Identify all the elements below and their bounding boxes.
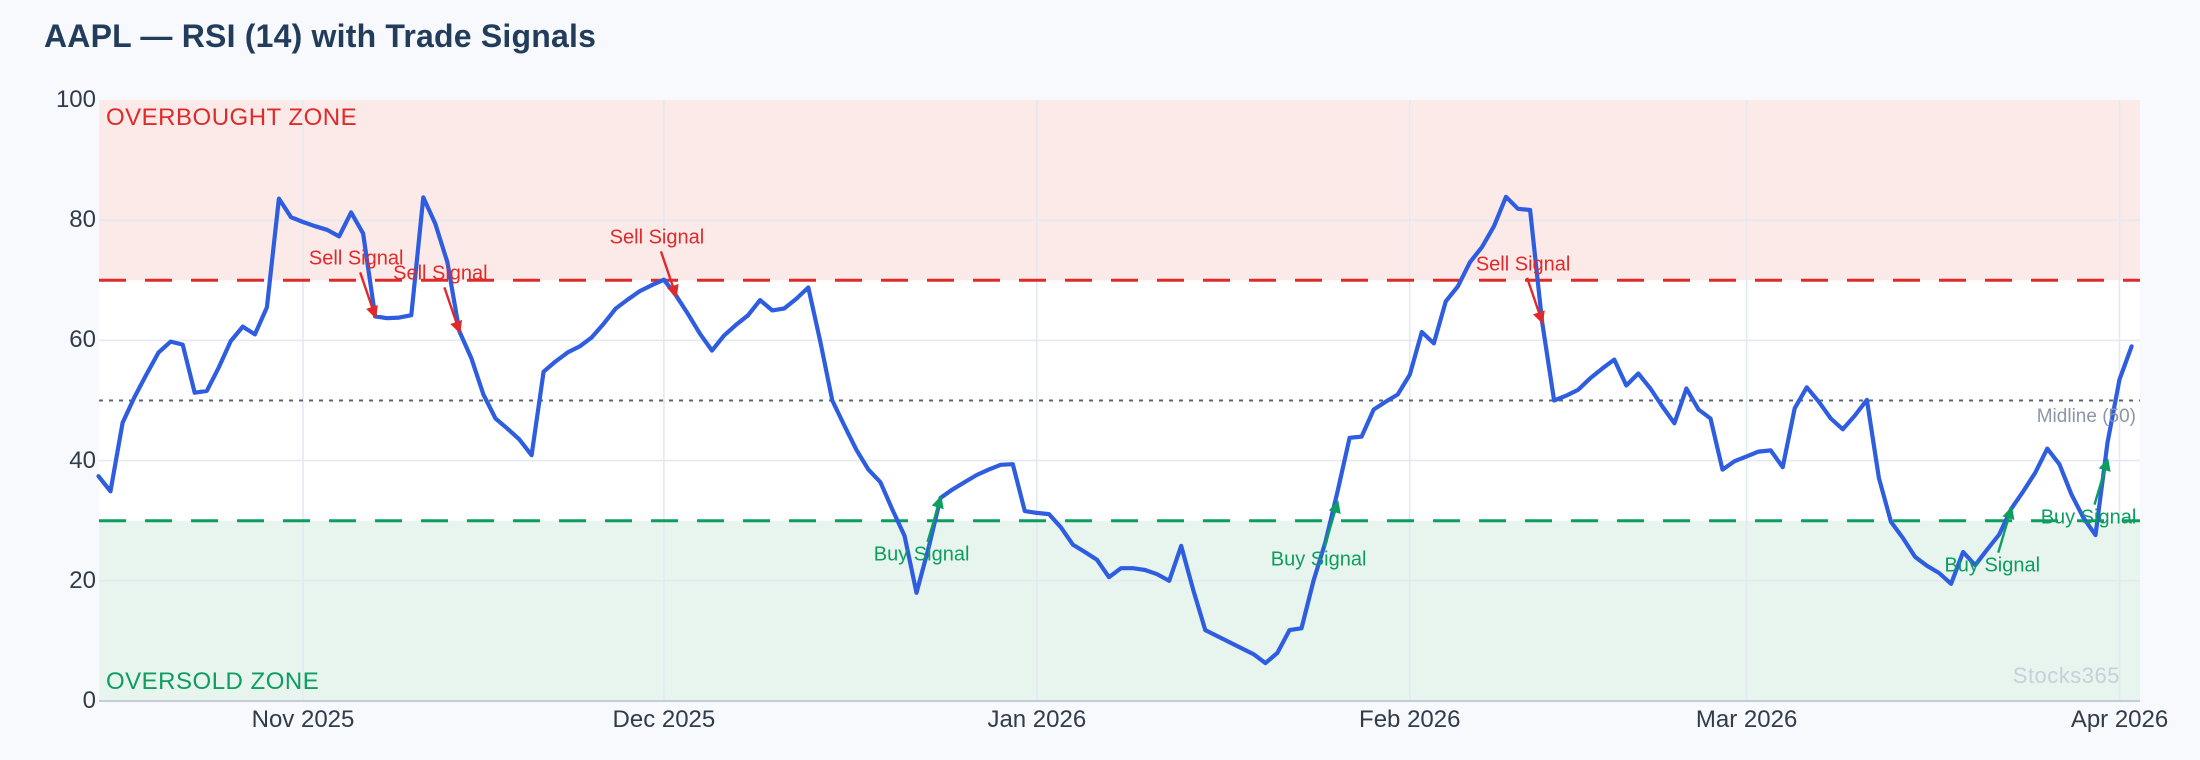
rsi-line <box>96 194 2134 666</box>
buy-signal-label: Buy Signal <box>1270 548 1367 571</box>
buy-signal-label: Buy Signal <box>1944 554 2041 577</box>
sell-signal-arrow <box>359 271 378 319</box>
watermark: Stocks365 <box>2012 663 2120 688</box>
x-tick-label: Apr 2026 <box>2070 706 2169 733</box>
buy-signal-arrow <box>926 495 944 543</box>
y-tick-label: 40 <box>69 446 96 474</box>
y-tick-label: 20 <box>69 566 96 594</box>
sell-signal-arrow <box>1525 277 1545 325</box>
x-tick-label: Nov 2025 <box>251 706 355 733</box>
x-tick-label: Feb 2026 <box>1359 706 1461 733</box>
midline-label: Midline (50) <box>2036 405 2136 427</box>
sell-signal-label: Sell Signal <box>308 247 404 270</box>
oversold-zone <box>99 520 2140 701</box>
buy-signal-arrow <box>1997 506 2015 554</box>
x-tick-label: Mar 2026 <box>1695 706 1798 733</box>
sell-signal-label: Sell Signal <box>609 226 705 249</box>
y-tick-label: 80 <box>69 206 96 234</box>
overbought-zone-label: OVERBOUGHT ZONE <box>106 104 358 131</box>
y-tick-label: 100 <box>55 86 96 113</box>
sell-signal-label: Sell Signal <box>393 262 488 285</box>
buy-signal-label: Buy Signal <box>873 543 970 566</box>
buy-signal-arrow <box>2093 458 2111 505</box>
y-tick-label: 60 <box>69 326 96 354</box>
buy-signal-arrow <box>1323 500 1341 548</box>
x-tick-label: Jan 2026 <box>987 706 1087 733</box>
sell-signal-arrow <box>443 286 463 334</box>
x-tick-label: Dec 2025 <box>612 706 716 733</box>
buy-signal-label: Buy Signal <box>2040 506 2137 529</box>
sell-signal-label: Sell Signal <box>1475 253 1571 276</box>
chart-title: AAPL — RSI (14) with Trade Signals <box>44 18 597 54</box>
y-tick-label: 0 <box>82 687 96 714</box>
oversold-zone-label: OVERSOLD ZONE <box>106 668 320 695</box>
overbought-zone <box>99 100 2140 281</box>
sell-signal-arrow <box>659 250 679 298</box>
